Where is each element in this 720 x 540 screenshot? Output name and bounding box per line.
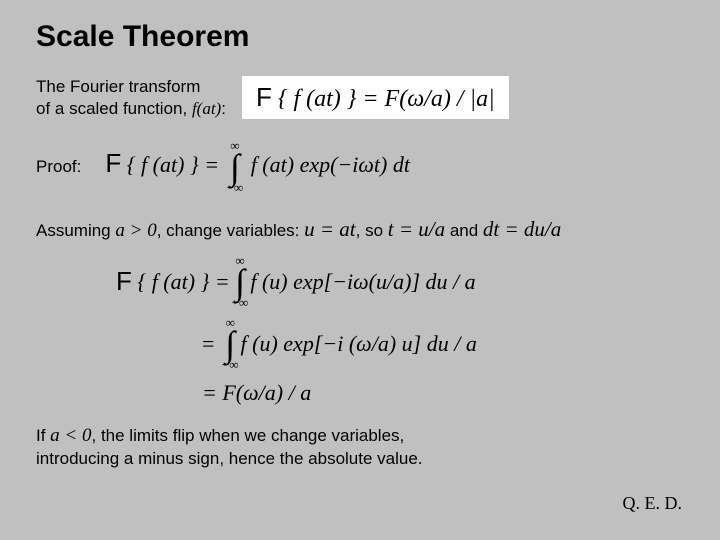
bottom-d: introducing a minus sign, hence the abso… xyxy=(36,449,423,468)
eq-line-2: = ∞ ∫ −∞ f (u) exp[−i (ω/a) u] du / a xyxy=(202,318,684,370)
proof-lhs: { f (at) } = xyxy=(127,152,219,177)
integral-icon-3: ∞ ∫ −∞ xyxy=(222,318,239,370)
assumption-line: Assuming a > 0, change variables: u = at… xyxy=(36,217,684,242)
intro-line1: The Fourier transform xyxy=(36,77,200,96)
fourier-symbol: F xyxy=(256,82,272,112)
eq1-rhs: f (u) exp[−iω(u/a)] du / a xyxy=(250,269,475,295)
eq2-rhs: f (u) exp[−i (ω/a) u] du / a xyxy=(241,331,477,357)
bottom-b: a < 0 xyxy=(50,425,91,446)
integral-icon: ∞ ∫ −∞ xyxy=(227,141,244,193)
main-equation-box: F { f (at) } = F(ω/a) / |a| xyxy=(242,76,509,119)
intro-line2a: of a scaled function, xyxy=(36,99,192,118)
assume-d: u = at xyxy=(304,217,356,241)
eq2-lhs: = xyxy=(202,331,214,357)
fourier-symbol-3: F xyxy=(116,266,132,297)
intro-line2c: : xyxy=(221,99,226,118)
assume-h: dt = du/a xyxy=(483,217,561,241)
assume-f: t = u/a xyxy=(388,217,445,241)
fourier-symbol-2: F xyxy=(105,148,121,178)
eq-line-3: = F(ω/a) / a xyxy=(202,380,684,406)
proof-label: Proof: xyxy=(36,157,81,177)
bottom-note: If a < 0, the limits flip when we change… xyxy=(36,424,684,471)
equation-block: F { f (at) } = ∞ ∫ −∞ f (u) exp[−iω(u/a)… xyxy=(116,256,684,406)
qed-label: Q. E. D. xyxy=(623,493,683,514)
int-symbol: ∫ xyxy=(230,151,240,183)
bottom-c: , the limits flip when we change variabl… xyxy=(92,426,405,445)
proof-rhs: f (at) exp(−iωt) dt xyxy=(251,152,410,177)
bottom-a: If xyxy=(36,426,50,445)
intro-fat: f(at) xyxy=(192,99,221,118)
intro-row: The Fourier transform of a scaled functi… xyxy=(36,76,684,119)
int-lower: −∞ xyxy=(227,183,244,193)
eq1-lhs: { f (at) } = xyxy=(137,269,229,295)
proof-row: Proof: F { f (at) } = ∞ ∫ −∞ f (at) exp(… xyxy=(36,141,684,193)
integral-icon-2: ∞ ∫ −∞ xyxy=(232,256,249,308)
assume-a: Assuming xyxy=(36,221,115,240)
eq3: = F(ω/a) / a xyxy=(202,380,311,406)
main-equation: { f (at) } = F(ω/a) / |a| xyxy=(278,86,495,112)
proof-equation: F { f (at) } = ∞ ∫ −∞ f (at) exp(−iωt) d… xyxy=(105,141,410,193)
assume-c: , change variables: xyxy=(157,221,304,240)
assume-b: a > 0 xyxy=(115,220,156,241)
assume-e: , so xyxy=(356,221,388,240)
eq-line-1: F { f (at) } = ∞ ∫ −∞ f (u) exp[−iω(u/a)… xyxy=(116,256,684,308)
slide-title: Scale Theorem xyxy=(36,20,684,54)
intro-text: The Fourier transform of a scaled functi… xyxy=(36,76,226,119)
assume-g: and xyxy=(445,221,483,240)
